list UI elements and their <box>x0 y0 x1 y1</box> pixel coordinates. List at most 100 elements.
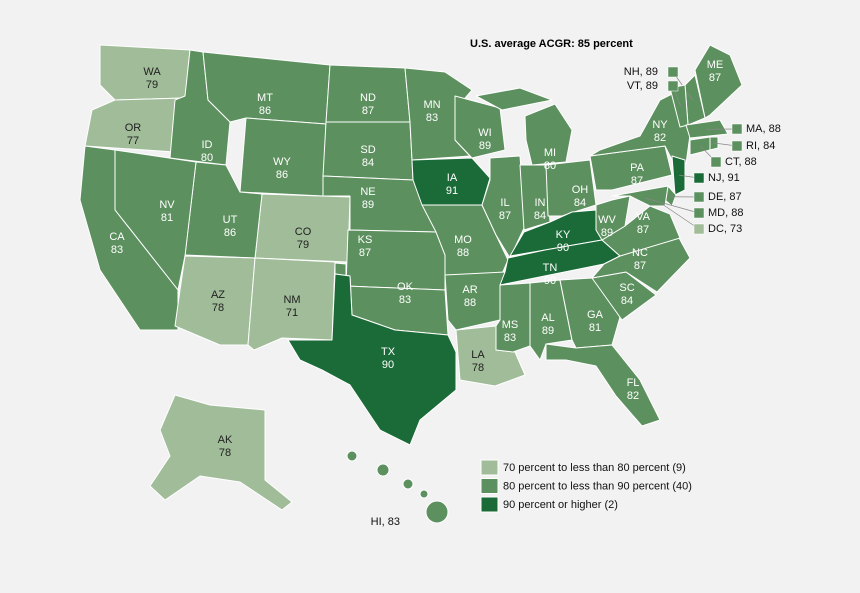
state-abbr: AZ <box>211 289 225 301</box>
state-abbr: CO <box>295 226 312 238</box>
state-value: 83 <box>504 332 516 344</box>
state-abbr: AK <box>218 434 233 446</box>
state-value: 81 <box>161 212 173 224</box>
state-abbr: ID <box>202 139 213 151</box>
state-value: 89 <box>362 199 374 211</box>
legend-swatch <box>481 497 498 512</box>
callout-label: VT, 89 <box>627 80 658 92</box>
state-abbr: IN <box>535 197 546 209</box>
state-abbr: VA <box>636 211 651 223</box>
state-abbr: NY <box>652 119 668 131</box>
callout-swatch <box>711 157 721 167</box>
state-value: 87 <box>709 72 721 84</box>
state-value: 78 <box>212 302 224 314</box>
state-value: 87 <box>634 260 646 272</box>
state-abbr: CA <box>109 231 125 243</box>
state-abbr: MI <box>544 147 556 159</box>
state-value: 82 <box>627 390 639 402</box>
state <box>377 464 389 476</box>
state-value: 83 <box>399 294 411 306</box>
state-value: 88 <box>464 297 476 309</box>
state-value: 90 <box>382 359 394 371</box>
state-abbr: ME <box>707 59 724 71</box>
state-abbr: IA <box>447 172 458 184</box>
state-value: 87 <box>631 175 643 187</box>
state-value: 81 <box>589 322 601 334</box>
legend-label: 70 percent to less than 80 percent (9) <box>503 462 686 474</box>
callout-swatch <box>732 141 742 151</box>
state-abbr: SC <box>619 282 634 294</box>
state-value: 84 <box>574 197 586 209</box>
callout-label: NJ, 91 <box>708 172 740 184</box>
state-value: 80 <box>544 160 556 172</box>
legend-label: 80 percent to less than 90 percent (40) <box>503 480 692 492</box>
state-value: 90 <box>544 275 556 287</box>
callout-label: RI, 84 <box>746 140 775 152</box>
state-value: 86 <box>276 169 288 181</box>
state-abbr: WV <box>598 214 616 226</box>
state-value: 90 <box>557 242 569 254</box>
legend-swatch <box>481 460 498 475</box>
state <box>546 344 660 426</box>
state-abbr: MS <box>502 319 519 331</box>
state-abbr: WI <box>478 127 491 139</box>
state-value: 78 <box>472 362 484 374</box>
state-abbr: IL <box>500 197 509 209</box>
state-value: 82 <box>654 132 666 144</box>
state-value: 87 <box>499 210 511 222</box>
state-value: 91 <box>446 185 458 197</box>
state-abbr: AL <box>541 312 554 324</box>
state-abbr: NM <box>283 294 300 306</box>
state <box>426 501 448 523</box>
state <box>420 490 428 498</box>
state-value: 79 <box>146 79 158 91</box>
state <box>347 451 357 461</box>
state-value: 79 <box>297 239 309 251</box>
state-abbr: GA <box>587 309 604 321</box>
state-abbr: KS <box>358 234 373 246</box>
state-abbr: UT <box>223 214 238 226</box>
state-value: 86 <box>259 105 271 117</box>
callout-swatch <box>694 173 704 183</box>
callout-label: DC, 73 <box>708 223 742 235</box>
state-abbr: NC <box>632 247 648 259</box>
state-abbr: WA <box>143 66 161 78</box>
state-value: 83 <box>426 112 438 124</box>
callout-label: NH, 89 <box>624 66 658 78</box>
callout-label: DE, 87 <box>708 191 742 203</box>
state-value: 86 <box>224 227 236 239</box>
state-value: 71 <box>286 307 298 319</box>
state-value: 77 <box>127 135 139 147</box>
state-abbr: NE <box>360 186 375 198</box>
state-abbr: OR <box>125 122 142 134</box>
state-value: 88 <box>457 247 469 259</box>
state-abbr: OK <box>397 281 414 293</box>
state-abbr: TX <box>381 346 396 358</box>
callout-label: MA, 88 <box>746 123 781 135</box>
state-abbr: ND <box>360 92 376 104</box>
state-abbr: AR <box>462 284 477 296</box>
callout-swatch <box>694 224 704 234</box>
state-abbr: WY <box>273 156 291 168</box>
legend-swatch <box>481 479 498 494</box>
state-abbr: LA <box>471 349 485 361</box>
callout-swatch <box>668 67 678 77</box>
callout-swatch <box>694 192 704 202</box>
callout-label: MD, 88 <box>708 207 743 219</box>
state-abbr: MT <box>257 92 273 104</box>
state-value: 80 <box>201 152 213 164</box>
state-value: 84 <box>621 295 633 307</box>
callout-swatch <box>668 81 678 91</box>
callout-label: CT, 88 <box>725 156 757 168</box>
state-abbr: MO <box>454 234 472 246</box>
state-value: 89 <box>542 325 554 337</box>
state-value: 83 <box>111 244 123 256</box>
state-value: 87 <box>637 224 649 236</box>
state-abbr: MN <box>423 99 440 111</box>
callout-swatch <box>732 124 742 134</box>
state-abbr: TN <box>543 262 558 274</box>
state <box>403 479 413 489</box>
state-value: 84 <box>362 157 374 169</box>
state-abbr: PA <box>630 162 645 174</box>
